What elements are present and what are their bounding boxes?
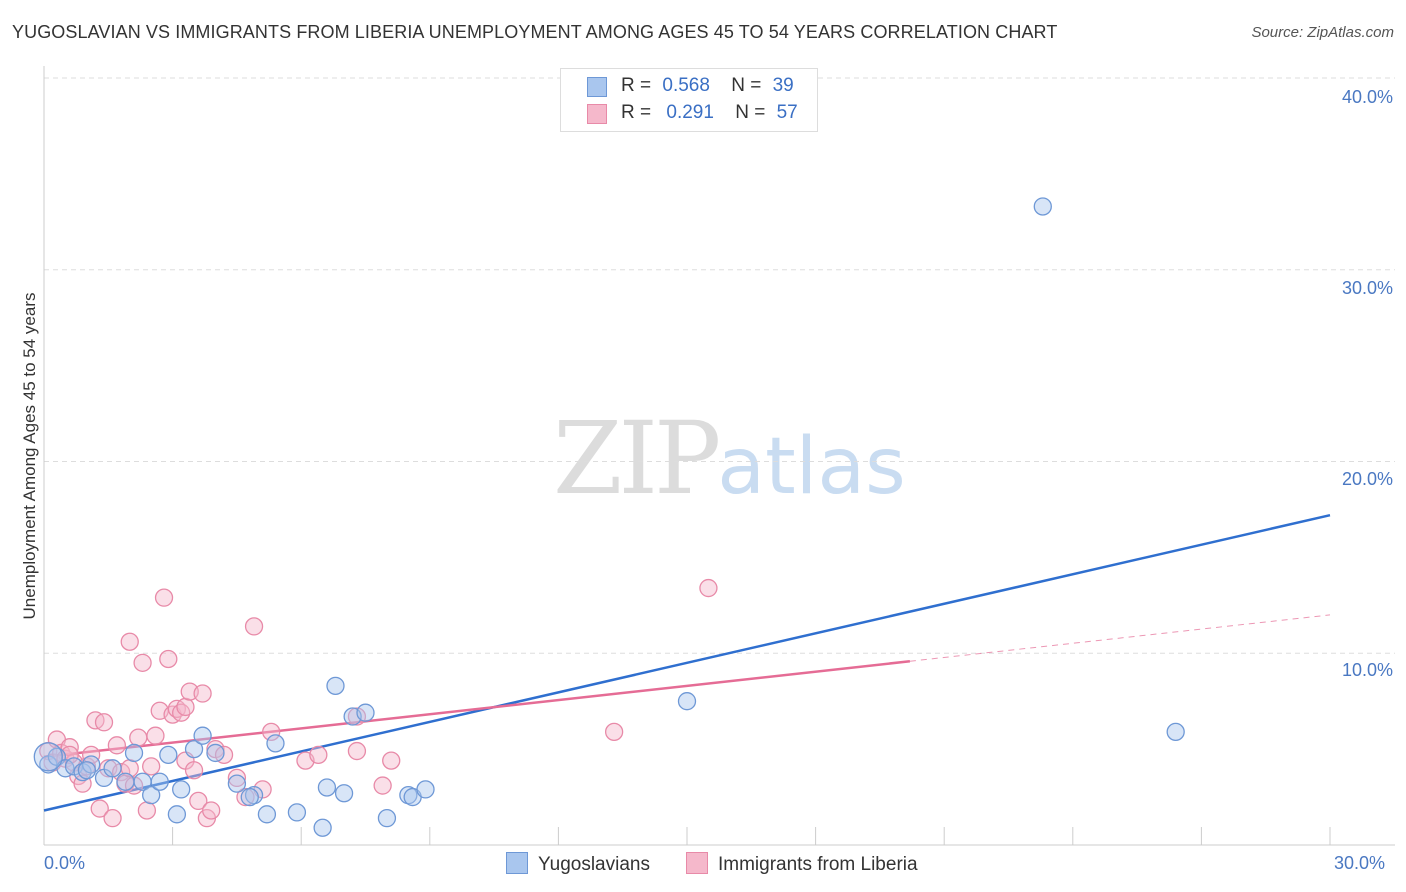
point-liberia-13 bbox=[94, 713, 114, 732]
point-liberia-43 bbox=[244, 617, 264, 636]
x-tick-label-min: 0.0% bbox=[44, 853, 86, 873]
point-liberia-27 bbox=[154, 588, 174, 607]
bottom-legend-label-pink: Immigrants from Liberia bbox=[718, 854, 918, 875]
legend-swatch-pink bbox=[587, 104, 607, 124]
y-tick-label-40: 40.0% bbox=[1341, 87, 1393, 107]
point-yugoslavian-34 bbox=[677, 692, 697, 711]
point-yugoslavian-33 bbox=[416, 780, 435, 799]
point-liberia-50 bbox=[373, 776, 392, 795]
regression-lines bbox=[43, 513, 1331, 812]
point-liberia-47 bbox=[309, 745, 328, 765]
point-yugoslavian-17 bbox=[193, 726, 212, 745]
point-liberia-51 bbox=[382, 751, 401, 770]
point-yugoslavian-36 bbox=[1166, 722, 1185, 742]
point-liberia-19 bbox=[120, 632, 139, 651]
legend-stats-blue: R = 0.568 N = 39 bbox=[621, 75, 794, 96]
point-liberia-48 bbox=[347, 741, 367, 761]
legend-stats-pink: R = 0.291 N = 57 bbox=[621, 102, 798, 123]
point-yugoslavian-18 bbox=[206, 743, 225, 763]
point-yugoslavian-14 bbox=[167, 805, 187, 824]
point-liberia-35 bbox=[184, 761, 204, 780]
point-liberia-22 bbox=[133, 653, 152, 672]
regression-line-1 bbox=[43, 660, 911, 759]
point-yugoslavian-15 bbox=[172, 780, 191, 799]
point-liberia-21 bbox=[129, 728, 148, 747]
chart-title: YUGOSLAVIAN VS IMMIGRANTS FROM LIBERIA U… bbox=[12, 22, 1058, 42]
point-liberia-52 bbox=[604, 722, 624, 742]
point-yugoslavian-29 bbox=[356, 703, 375, 722]
bottom-legend-liberia: Immigrants from Liberia bbox=[686, 852, 918, 876]
point-yugoslavian-22 bbox=[266, 734, 285, 753]
y-tick-label-30: 30.0% bbox=[1341, 278, 1393, 298]
point-yugoslavian-13 bbox=[159, 745, 178, 765]
point-yugoslavian-37 bbox=[240, 787, 259, 807]
point-liberia-15 bbox=[103, 809, 122, 828]
bottom-swatch-pink bbox=[686, 852, 708, 874]
point-liberia-37 bbox=[193, 684, 212, 703]
point-yugoslavian-8 bbox=[116, 772, 135, 791]
axes bbox=[43, 66, 1395, 846]
point-liberia-16 bbox=[107, 736, 127, 755]
bottom-legend-yugoslavians: Yugoslavians bbox=[506, 852, 650, 876]
regression-line-0 bbox=[43, 513, 1331, 812]
point-yugoslavian-7 bbox=[103, 759, 122, 778]
gridlines bbox=[44, 77, 1395, 654]
point-yugoslavian-38 bbox=[77, 761, 97, 780]
point-liberia-24 bbox=[142, 757, 161, 776]
data-points bbox=[33, 197, 1185, 837]
point-yugoslavian-21 bbox=[257, 805, 277, 824]
source-label: Source: ZipAtlas.com bbox=[1251, 24, 1394, 41]
point-yugoslavian-11 bbox=[142, 785, 161, 805]
regression-extension-1 bbox=[909, 614, 1331, 662]
y-tick-label-20: 20.0% bbox=[1341, 469, 1393, 489]
bottom-legend-label-blue: Yugoslavians bbox=[538, 854, 650, 875]
y-tick-label-10: 10.0% bbox=[1341, 660, 1393, 680]
point-yugoslavian-19 bbox=[227, 774, 247, 793]
point-liberia-25 bbox=[146, 726, 165, 745]
point-liberia-23 bbox=[137, 801, 157, 820]
point-liberia-41 bbox=[227, 768, 247, 788]
point-cluster-origin bbox=[33, 742, 63, 772]
x-tick-label-max: 30.0% bbox=[1334, 853, 1386, 873]
point-yugoslavian-9 bbox=[124, 743, 144, 763]
point-yugoslavian-26 bbox=[326, 676, 345, 695]
point-liberia-12 bbox=[90, 799, 109, 818]
y-axis-label: Unemployment Among Ages 45 to 54 years bbox=[20, 292, 39, 620]
point-liberia-54 bbox=[202, 801, 221, 820]
point-liberia-20 bbox=[124, 776, 144, 795]
point-liberia-45 bbox=[262, 722, 281, 742]
point-yugoslavian-27 bbox=[334, 784, 354, 803]
point-yugoslavian-24 bbox=[313, 818, 332, 837]
point-yugoslavian-16 bbox=[184, 739, 204, 759]
correlation-legend: R = 0.568 N = 39 R = 0.291 N = 57 bbox=[560, 68, 818, 132]
point-liberia-33 bbox=[176, 697, 195, 717]
watermark-atlas: atlas bbox=[717, 422, 906, 512]
point-liberia-49 bbox=[347, 707, 367, 726]
point-yugoslavian-12 bbox=[150, 772, 169, 791]
point-liberia-17 bbox=[112, 762, 131, 782]
point-yugoslavian-25 bbox=[317, 778, 337, 797]
point-yugoslavian-23 bbox=[287, 803, 307, 822]
watermark: ZIPatlas bbox=[553, 400, 906, 517]
point-yugoslavian-35 bbox=[1033, 197, 1052, 216]
legend-swatch-blue bbox=[587, 77, 607, 97]
point-liberia-28 bbox=[159, 649, 178, 669]
point-liberia-36 bbox=[189, 791, 208, 811]
watermark-zip: ZIP bbox=[553, 400, 721, 517]
point-liberia-53 bbox=[699, 578, 718, 598]
bottom-swatch-blue bbox=[506, 852, 528, 874]
point-yugoslavian-30 bbox=[377, 809, 397, 828]
